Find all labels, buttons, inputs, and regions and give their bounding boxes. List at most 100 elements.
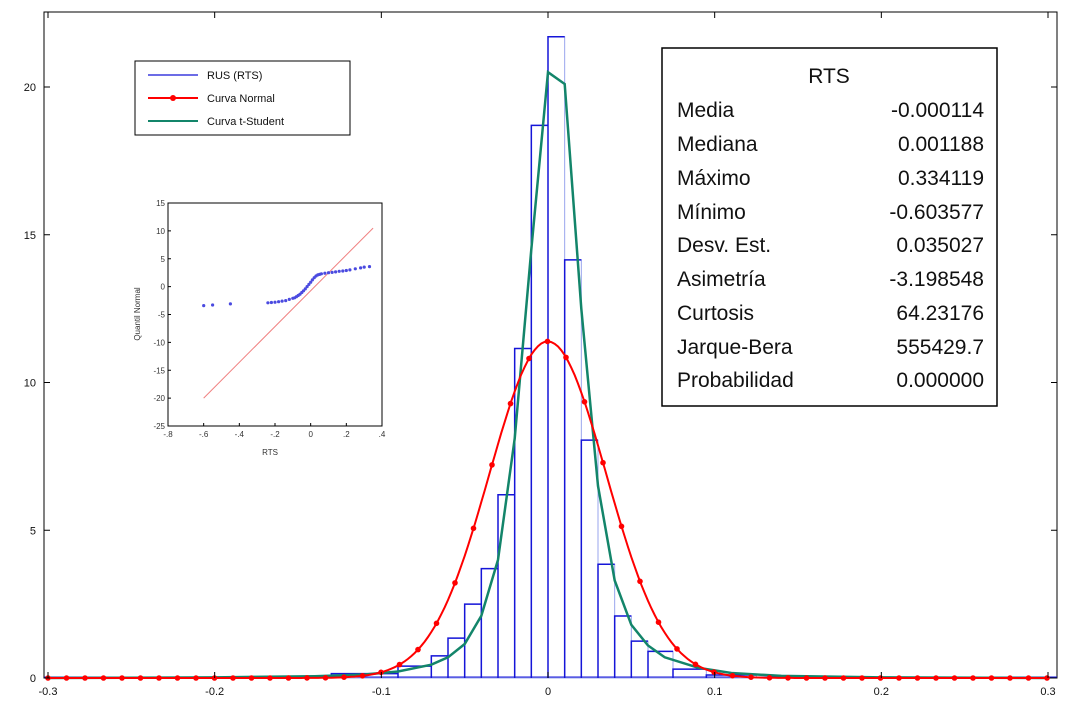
normal-curve-marker [341,674,347,680]
x-tick-label: 0 [545,686,551,698]
normal-curve-marker [674,646,680,652]
qq-point [277,300,281,304]
histogram-bar [513,347,532,678]
normal-curve-marker [322,675,329,681]
normal-curve-marker [248,675,255,681]
inset-x-tick-label: -.2 [270,430,280,439]
inset-ylabel: Quantil Normal [133,287,142,341]
normal-curve-marker [433,620,440,627]
stats-label-desv: Desv. Est. [677,234,771,257]
histogram-bar [630,640,648,678]
x-tick-label: 0.2 [874,686,889,698]
qq-point [280,299,284,303]
stats-label-jarque: Jarque-Bera [677,336,793,359]
normal-curve-marker [692,661,699,668]
normal-curve-marker [452,580,458,586]
qq-point [319,272,323,276]
histogram-bar [672,668,707,678]
qq-point [337,269,341,273]
normal-curve-marker [285,675,292,681]
normal-curve-marker [600,459,606,466]
qq-point [348,268,352,272]
normal-curve-marker [119,675,125,681]
normal-curve-marker [156,675,162,681]
normal-curve-marker [766,675,773,681]
qq-point [273,300,277,304]
inset-x-tick-label: -.4 [235,430,245,439]
histogram-bar [430,655,448,678]
normal-curve-marker [896,675,902,681]
stats-value-mediana: 0.001188 [898,133,984,156]
qq-point [309,280,313,284]
qq-point [341,269,345,273]
normal-curve-marker [970,675,976,681]
qq-point [305,285,309,289]
normal-curve-marker [581,399,588,405]
inset-y-tick-label: 5 [161,255,166,264]
legend-entry-t: Curva t-Student [207,116,284,128]
inset-y-tick-label: 10 [156,227,165,236]
normal-curve-marker [988,675,995,681]
qq-point [284,299,288,303]
stats-value-maximo: 0.334119 [898,167,984,190]
qq-point [344,268,348,273]
normal-curve-marker [914,675,921,681]
histogram-layer [44,36,1057,679]
normal-curve-marker [748,674,754,680]
histogram-bar [613,615,632,678]
normal-curve-marker [544,338,551,345]
normal-curve-marker [415,646,421,653]
histogram-bar [463,603,482,678]
x-tick-label: -0.2 [205,686,224,698]
normal-curve-marker [137,675,144,681]
histogram-bar [447,637,465,678]
inset-x-tick-label: -.6 [199,430,209,439]
normal-curve-marker [822,675,828,681]
normal-curve-marker [951,675,958,681]
normal-curve-marker [470,525,477,532]
qq-point [359,266,363,270]
inset-x-tick-label: 0 [308,430,313,439]
x-tick-label: -0.3 [39,686,58,698]
stats-value-curtosis: 64.23176 [896,302,984,325]
normal-curve-marker [933,675,939,681]
histogram-bar [497,494,515,678]
normal-curve-marker [507,400,514,407]
qq-point [326,271,331,275]
inset-frame [167,202,383,427]
qq-point [303,287,307,291]
histogram-bar [563,259,582,678]
normal-curve-marker [100,675,107,681]
normal-curve-marker [304,675,310,681]
y-tick-label: 20 [24,82,36,94]
stats-box: RTS Media -0.000114 Mediana 0.001188 Máx… [661,47,998,407]
inset-qq-plot: -.8 -.6 -.4 -.2 0 .2 .4 15 10 5 0 -5 -10 -15 -20 -25 RT… [130,192,400,467]
normal-curve-marker [1007,675,1013,681]
qq-point [307,282,311,286]
y-tick-label: 5 [30,525,36,537]
normal-curve-marker [618,523,625,530]
normal-curve-marker [637,578,643,585]
x-tick-label: 0.3 [1040,686,1055,698]
inset-xlabel: RTS [262,448,278,457]
normal-curve-marker [563,354,569,361]
stats-label-media: Media [677,99,735,122]
normal-curve-marker [859,675,865,681]
stats-label-probabilidad: Probabilidad [677,369,794,392]
inset-y-tick-label: 0 [161,283,166,292]
normal-curve-marker [267,675,273,681]
stats-title: RTS [808,65,850,88]
normal-curve-marker [359,673,366,679]
qq-point [228,302,232,306]
stats-value-jarque: 555429.7 [896,336,984,359]
normal-curve-marker [803,675,810,681]
histogram-bar [480,567,498,678]
histogram-bar [647,650,673,678]
qq-point [266,301,270,305]
qq-point [269,300,273,305]
normal-curve-marker [174,675,181,681]
y-tick-label: 0 [30,673,36,685]
legend-entry-normal: Curva Normal [207,93,275,105]
inset-x-tick-label: .4 [379,430,386,439]
